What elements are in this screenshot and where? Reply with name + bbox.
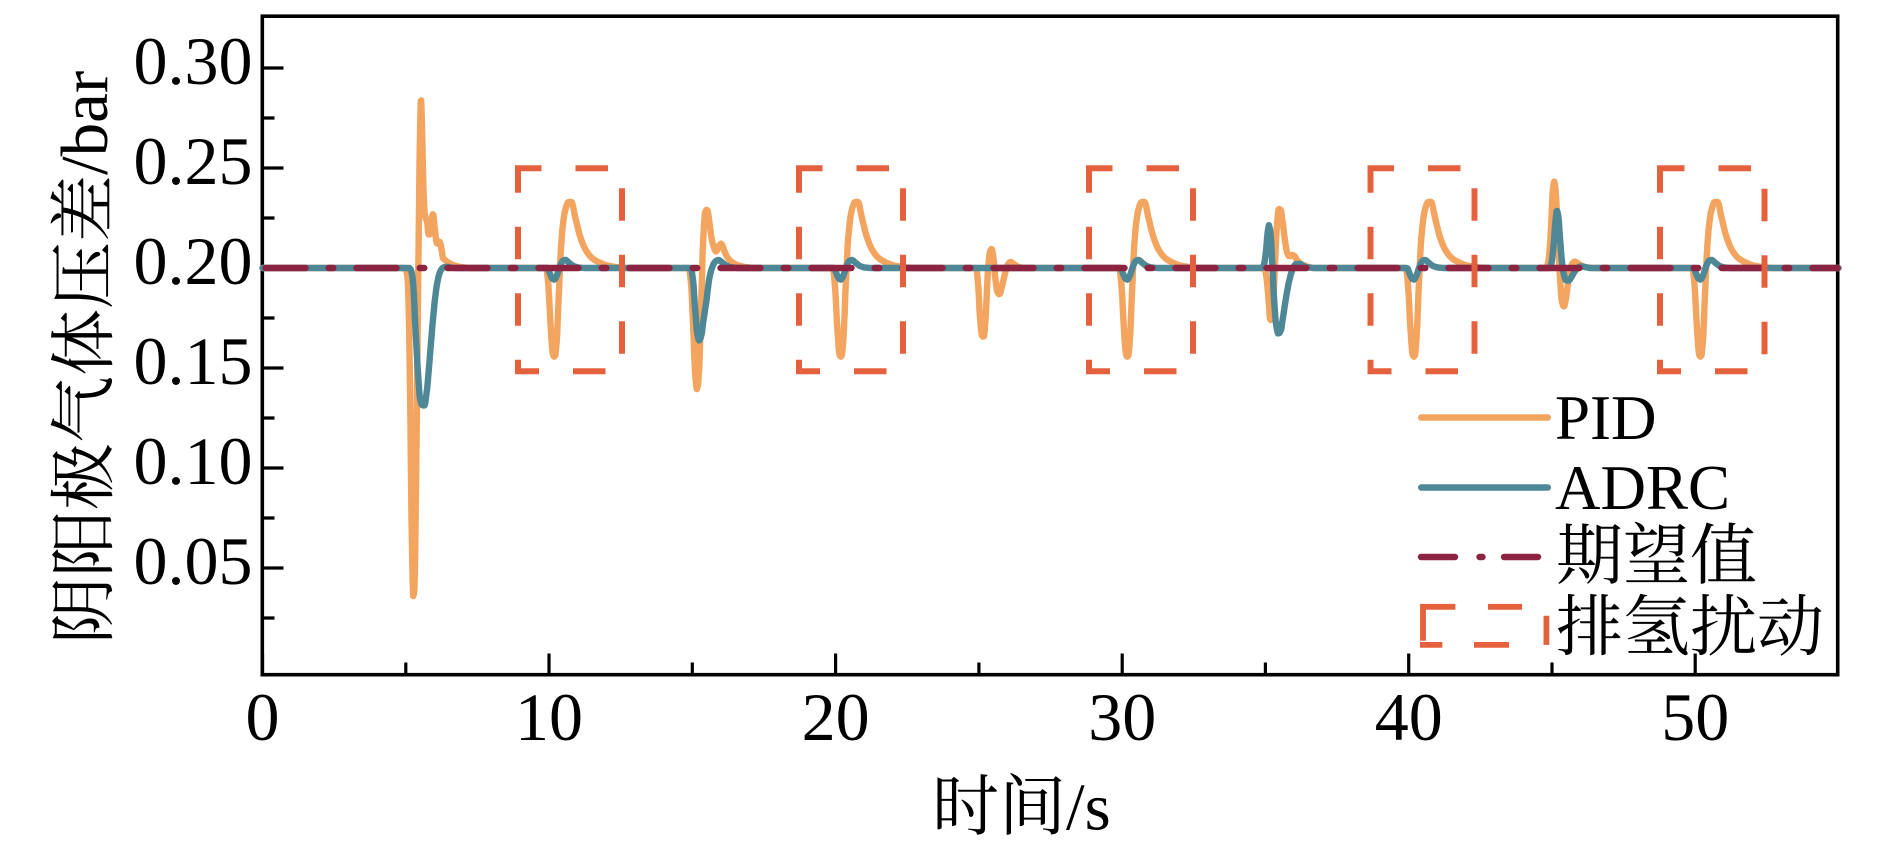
svg-text:0.05: 0.05 xyxy=(134,523,253,599)
svg-text:30: 30 xyxy=(1088,679,1156,755)
svg-text:PID: PID xyxy=(1555,383,1657,453)
svg-text:50: 50 xyxy=(1661,679,1729,755)
svg-text:0: 0 xyxy=(246,679,280,755)
svg-text:10: 10 xyxy=(515,679,583,755)
svg-text:0.10: 0.10 xyxy=(134,423,253,499)
svg-text:/s: /s xyxy=(1066,771,1111,845)
svg-text:40: 40 xyxy=(1375,679,1443,755)
svg-text:ADRC: ADRC xyxy=(1555,453,1730,523)
svg-text:0.30: 0.30 xyxy=(134,23,253,99)
svg-text:0.25: 0.25 xyxy=(134,123,253,199)
svg-text:20: 20 xyxy=(802,679,870,755)
svg-text:/bar: /bar xyxy=(48,71,122,175)
svg-text:0.20: 0.20 xyxy=(134,223,253,299)
svg-text:0.15: 0.15 xyxy=(134,323,253,399)
